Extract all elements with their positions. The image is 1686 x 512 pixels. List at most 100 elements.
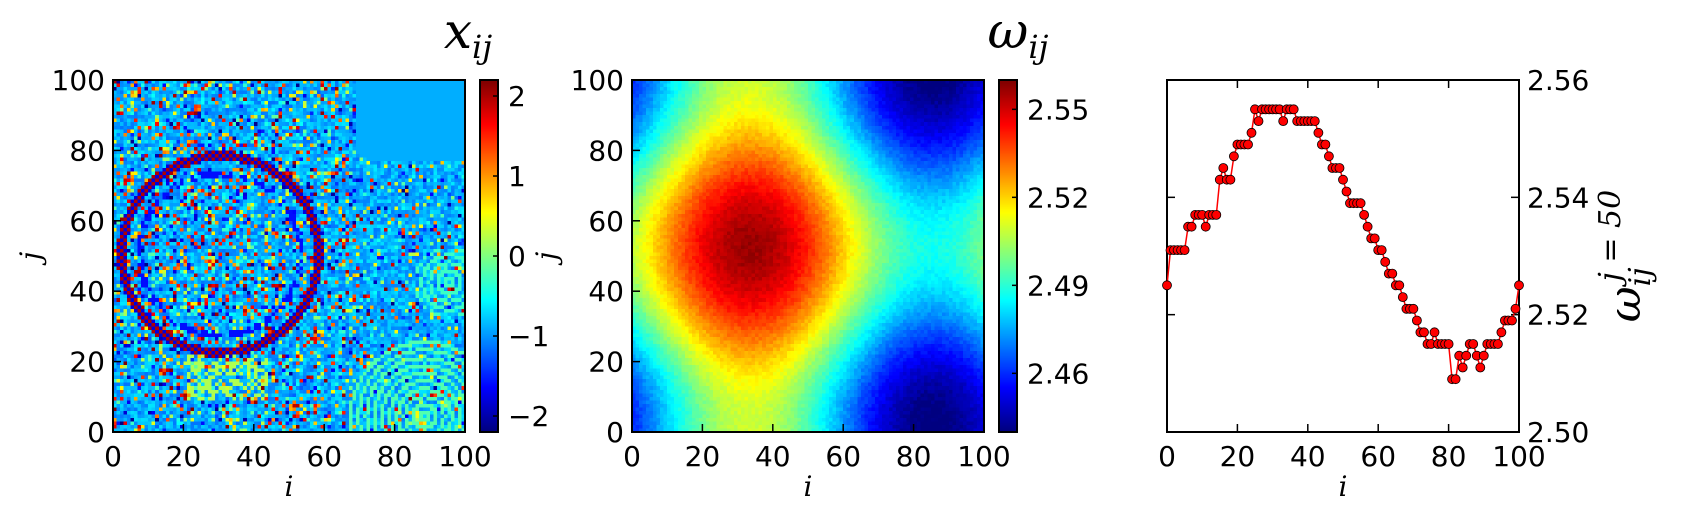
x-tick-label: 80 — [1431, 440, 1467, 473]
axes-frame-x — [112, 79, 466, 433]
colorbar-ticks-x: −2 −1 0 1 2 — [493, 80, 549, 433]
y-tick-label: 40 — [588, 275, 624, 308]
line-series — [1162, 104, 1524, 385]
y-tick-label: 100 — [571, 64, 624, 97]
y-tick-label: 60 — [588, 205, 624, 238]
colorbar-tick-label: 2.55 — [1027, 93, 1089, 126]
x-tick-label: 0 — [623, 440, 641, 473]
data-point — [1179, 245, 1190, 256]
y-tick-label: 100 — [52, 64, 105, 97]
data-point — [1324, 151, 1334, 162]
data-point — [1229, 151, 1239, 162]
title-x: xij — [444, 2, 492, 66]
ticks-x: 0 20 40 60 80 100 0 20 40 60 80 100 — [52, 64, 492, 473]
y-tick-label: 20 — [588, 346, 624, 379]
data-point — [1359, 209, 1369, 220]
x-tick-label: 20 — [685, 440, 721, 473]
ylabel-line: ωijj = 50 — [1593, 190, 1658, 322]
colorbar-x — [480, 80, 498, 432]
x-tick-label: 100 — [957, 440, 1010, 473]
data-point — [1412, 315, 1422, 326]
data-point — [1246, 127, 1257, 138]
x-tick-label: 100 — [1492, 440, 1545, 473]
axes-frame-line — [1166, 79, 1520, 433]
xlabel-x: i — [285, 470, 294, 503]
heatmap-omega-frame — [632, 80, 984, 432]
y-tick-label: 2.56 — [1527, 64, 1589, 97]
data-point — [1211, 209, 1222, 220]
x-tick-label: 0 — [1158, 440, 1176, 473]
y-tick-label: 80 — [588, 134, 624, 167]
colorbar-tick-label: 2 — [508, 80, 526, 113]
title-omega: ωij — [988, 2, 1049, 66]
data-point — [1394, 280, 1405, 291]
colorbar-tick-label: 2.49 — [1027, 269, 1089, 302]
y-tick-label: 40 — [69, 275, 105, 308]
data-point — [1313, 127, 1324, 138]
y-tick-label: 2.52 — [1527, 299, 1589, 332]
ticks-omega: 0 20 40 60 80 100 0 20 40 60 80 100 — [571, 64, 1011, 473]
colorbar-omega — [999, 80, 1017, 432]
data-point — [1475, 362, 1486, 373]
data-point — [1320, 139, 1331, 150]
data-point — [1468, 339, 1479, 349]
data-point — [1493, 339, 1503, 349]
colorbar-tick-label: 2.52 — [1027, 181, 1089, 214]
data-point — [1443, 339, 1454, 349]
x-tick-label: 60 — [825, 440, 861, 473]
x-tick-label: 60 — [1360, 440, 1396, 473]
heatmap-omega — [632, 80, 984, 432]
xlabel-line: i — [1339, 470, 1348, 503]
y-tick-label: 20 — [69, 346, 105, 379]
data-point — [1253, 116, 1264, 126]
x-tick-label: 20 — [166, 440, 202, 473]
data-point — [1461, 350, 1472, 361]
heatmap-x — [113, 80, 465, 432]
data-point — [1309, 116, 1320, 126]
x-tick-label: 40 — [236, 440, 272, 473]
data-point — [1200, 221, 1211, 232]
x-tick-label: 40 — [755, 440, 791, 473]
data-point — [1162, 280, 1172, 291]
x-tick-label: 40 — [1290, 440, 1326, 473]
colorbar-ticks-omega: 2.46 2.49 2.52 2.55 — [1012, 93, 1089, 390]
data-point — [1397, 292, 1408, 303]
y-tick-label: 0 — [606, 416, 624, 449]
data-point — [1450, 374, 1461, 385]
data-point — [1376, 245, 1387, 256]
data-point — [1362, 221, 1373, 232]
x-tick-label: 60 — [306, 440, 342, 473]
y-tick-label: 2.54 — [1527, 181, 1589, 214]
colorbar-tick-label: 1 — [508, 160, 526, 193]
colorbar-tick-label: 0 — [508, 240, 526, 273]
x-tick-label: 20 — [1220, 440, 1256, 473]
data-point — [1225, 174, 1236, 185]
data-point — [1278, 116, 1289, 126]
data-point — [1478, 350, 1489, 361]
data-point — [1408, 303, 1419, 314]
data-point — [1338, 174, 1348, 185]
data-point — [1507, 315, 1517, 326]
colorbar-tick-label: 2.46 — [1027, 357, 1089, 390]
colorbar-omega-frame — [999, 80, 1017, 432]
data-point — [1334, 163, 1345, 173]
axes-frame-omega — [631, 79, 985, 433]
data-point — [1514, 280, 1524, 291]
data-point — [1429, 327, 1440, 338]
x-tick-label: 0 — [104, 440, 122, 473]
ylabel-x: j — [14, 251, 47, 266]
x-tick-label: 100 — [438, 440, 491, 473]
data-point — [1496, 327, 1507, 338]
data-point — [1341, 186, 1352, 197]
data-point — [1380, 256, 1391, 267]
colorbar-tick-label: −2 — [508, 400, 549, 433]
colorbar-tick-label: −1 — [508, 320, 549, 353]
data-point — [1186, 221, 1197, 232]
data-point — [1355, 198, 1366, 209]
panel-x: xij 0 20 40 60 80 100 0 20 40 60 80 100 i j −2 −1 0 1 2… — [14, 2, 563, 503]
colorbar-x-frame — [480, 80, 498, 432]
data-point — [1457, 362, 1468, 373]
